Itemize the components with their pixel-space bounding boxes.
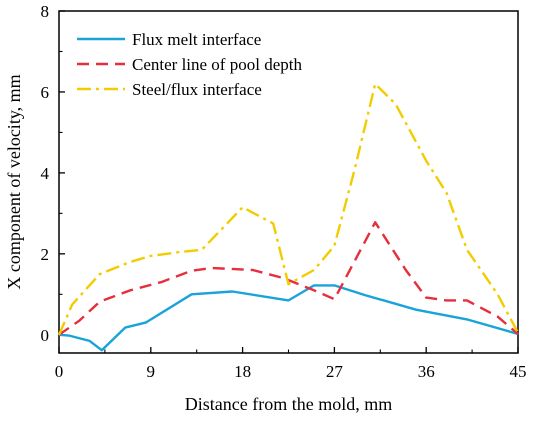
y-tick-label: 0 (41, 326, 50, 345)
x-tick-label: 27 (326, 362, 344, 381)
x-tick-label: 18 (234, 362, 251, 381)
y-tick-label: 8 (41, 2, 50, 21)
x-tick-label: 36 (418, 362, 435, 381)
series-layer (57, 82, 520, 352)
series-line-3 (57, 82, 520, 336)
x-axis-ticks: 0 9 18 27 36 45 (55, 347, 527, 381)
y-axis-label: X component of velocity, mm (4, 74, 24, 289)
y-axis-ticks: 0 2 4 6 8 (41, 2, 65, 345)
x-tick-label: 45 (510, 362, 527, 381)
y-tick-label: 6 (41, 83, 50, 102)
series-line-2 (58, 221, 519, 336)
x-tick-label: 9 (147, 362, 156, 381)
legend: Flux melt interface Center line of pool d… (77, 30, 302, 99)
series-line-1 (58, 284, 519, 352)
x-axis-label: Distance from the mold, mm (185, 394, 392, 414)
x-tick-label: 0 (55, 362, 64, 381)
legend-label-1: Flux melt interface (132, 30, 261, 49)
y-tick-label: 4 (41, 164, 50, 183)
legend-label-2: Center line of pool depth (132, 55, 302, 74)
y-tick-label: 2 (41, 245, 50, 264)
legend-label-3: Steel/flux interface (132, 80, 262, 99)
